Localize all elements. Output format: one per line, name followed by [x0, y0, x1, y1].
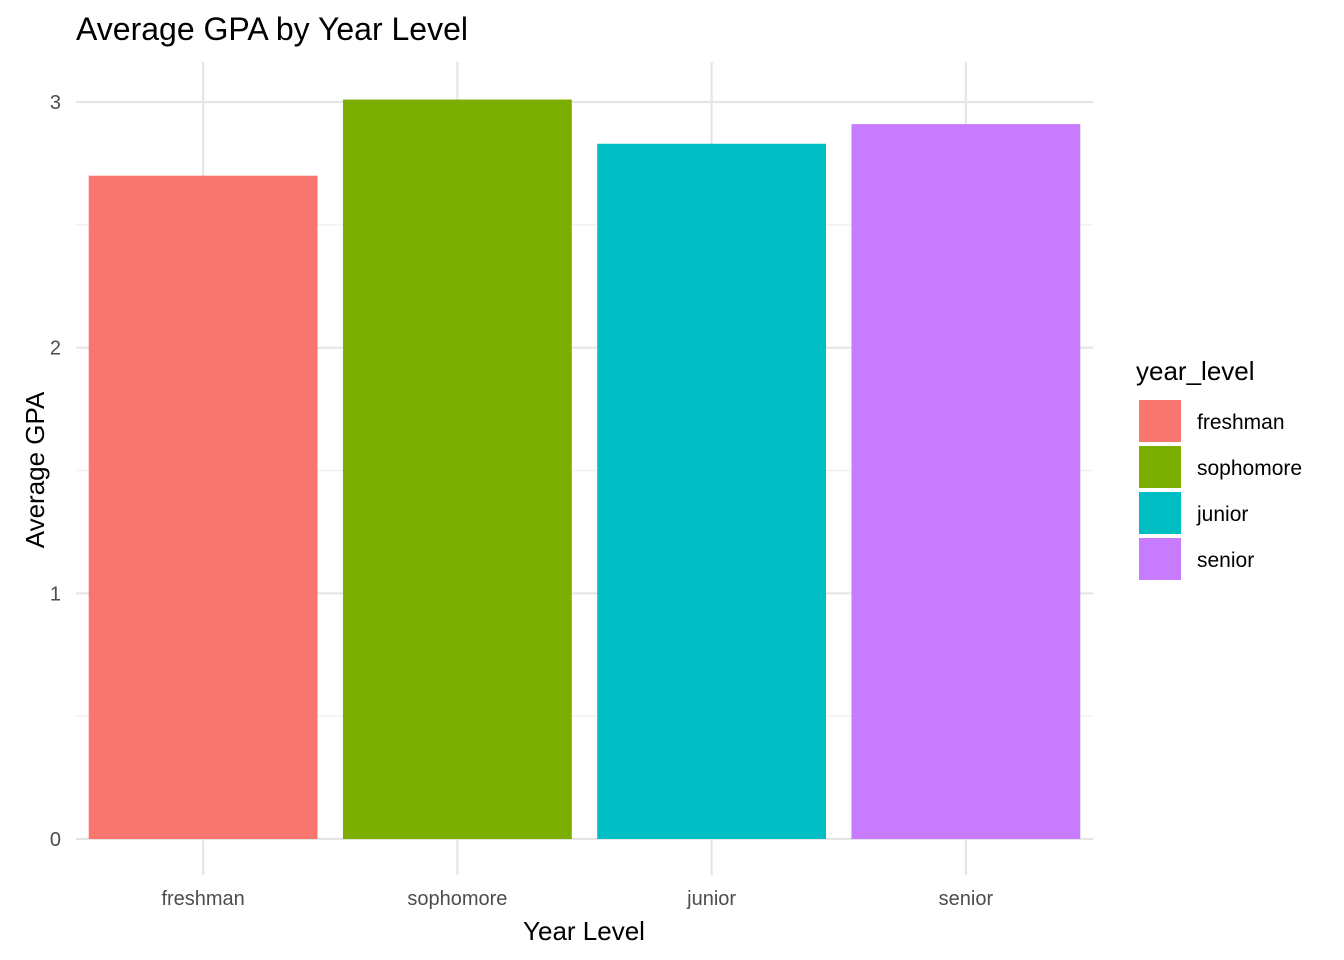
y-axis-ticks: 0 1 2 3 [50, 92, 61, 851]
x-axis-ticks: freshman sophomore junior senior [161, 888, 993, 910]
legend-title: year_level [1136, 356, 1255, 386]
x-tick-label: junior [686, 888, 736, 910]
legend-label-junior: junior [1196, 503, 1248, 526]
legend-items: freshman sophomore junior senior [1139, 400, 1302, 580]
x-tick-label: freshman [161, 888, 244, 910]
x-tick-label: sophomore [407, 888, 507, 910]
y-axis-title: Average GPA [20, 391, 50, 548]
bar-senior [851, 124, 1081, 840]
bar-freshman [88, 175, 318, 839]
x-axis-title: Year Level [523, 916, 645, 946]
legend-key-senior [1139, 538, 1181, 580]
legend: year_level freshman sophomore junior senior [1136, 356, 1302, 580]
bar-junior [597, 143, 827, 840]
legend-label-senior: senior [1197, 549, 1254, 572]
y-tick-label: 2 [50, 338, 61, 360]
bar-sophomore [342, 99, 572, 839]
legend-key-sophomore [1139, 446, 1181, 488]
chart-title: Average GPA by Year Level [76, 11, 468, 47]
legend-key-freshman [1139, 400, 1181, 442]
y-tick-label: 0 [50, 829, 61, 851]
bars [88, 99, 1081, 840]
legend-label-freshman: freshman [1197, 411, 1285, 434]
legend-label-sophomore: sophomore [1197, 457, 1302, 480]
legend-key-junior [1139, 492, 1181, 534]
x-tick-label: senior [939, 888, 994, 910]
y-tick-label: 1 [50, 583, 61, 605]
y-tick-label: 3 [50, 92, 61, 114]
